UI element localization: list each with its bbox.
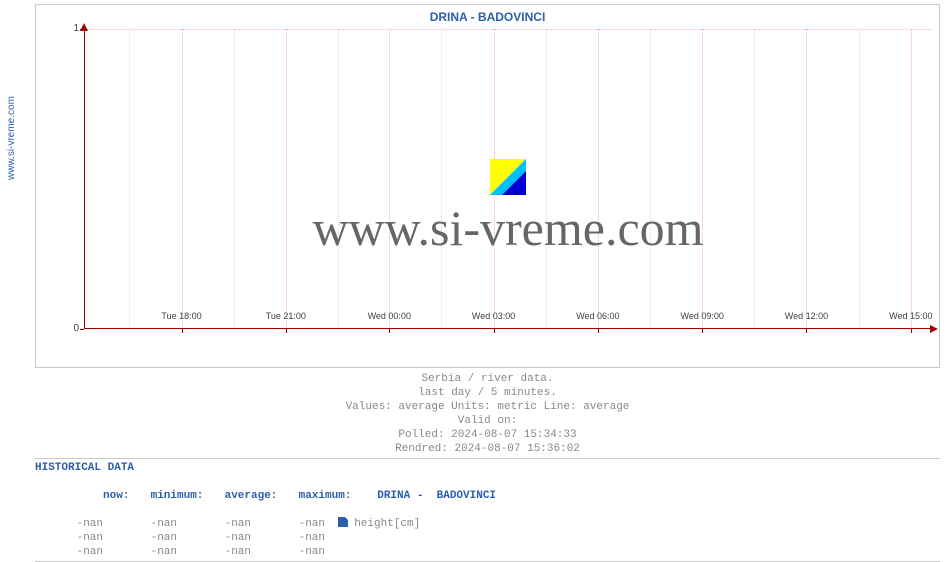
series-chip-icon: [338, 517, 348, 527]
gridline-v: [182, 29, 183, 329]
chart-title: DRINA - BADOVINCI: [36, 10, 939, 24]
gridline-v: [702, 29, 703, 329]
xtick-label: Wed 15:00: [881, 311, 941, 321]
table-row: -nan-nan-nan-nan: [35, 531, 940, 545]
gridline-v-minor: [754, 29, 755, 329]
table-row: -nan-nan-nan-nan: [35, 545, 940, 559]
xtick-label: Tue 18:00: [152, 311, 212, 321]
ytick-0: 0: [39, 323, 79, 334]
gridline-v: [806, 29, 807, 329]
param-label: height[cm]: [354, 518, 420, 530]
table-row: -nan-nan-nan-nan height[cm]: [35, 517, 940, 531]
gridline-v-minor: [650, 29, 651, 329]
meta-block: Serbia / river data. last day / 5 minute…: [35, 372, 940, 456]
chart-panel: DRINA - BADOVINCI www.si-vreme.com 1 0 T…: [35, 4, 940, 368]
xtick-label: Wed 00:00: [359, 311, 419, 321]
meta-line: last day / 5 minutes.: [35, 386, 940, 400]
gridline-v-minor: [441, 29, 442, 329]
meta-line: Values: average Units: metric Line: aver…: [35, 400, 940, 414]
xtick-label: Wed 06:00: [568, 311, 628, 321]
watermark-icon: [490, 159, 526, 195]
meta-line: Valid on:: [35, 414, 940, 428]
y-axis: [84, 29, 85, 329]
watermark-text: www.si-vreme.com: [84, 199, 932, 257]
historical-data: HISTORICAL DATA now:minimum:average:maxi…: [35, 458, 940, 562]
site-label: www.si-vreme.com: [6, 96, 17, 180]
x-axis-arrow: [930, 325, 938, 333]
historical-header: now:minimum:average:maximum: DRINA - BAD…: [35, 475, 940, 517]
xtick-label: Wed 09:00: [672, 311, 732, 321]
xtick-label: Wed 03:00: [464, 311, 524, 321]
gridline-v: [389, 29, 390, 329]
plot-area: www.si-vreme.com: [84, 29, 932, 329]
meta-line: Polled: 2024-08-07 15:34:33: [35, 428, 940, 442]
x-axis: [84, 328, 932, 329]
historical-title: HISTORICAL DATA: [35, 461, 940, 475]
gridline-v: [911, 29, 912, 329]
xtick-label: Tue 21:00: [256, 311, 316, 321]
meta-line: Serbia / river data.: [35, 372, 940, 386]
ytick-1: 1: [39, 23, 79, 34]
meta-line: Rendred: 2024-08-07 15:36:02: [35, 442, 940, 456]
gridline-v-minor: [338, 29, 339, 329]
gridline-v-minor: [859, 29, 860, 329]
gridline-v: [598, 29, 599, 329]
gridline-v-minor: [546, 29, 547, 329]
gridline-v: [286, 29, 287, 329]
gridline-v-minor: [129, 29, 130, 329]
xtick-label: Wed 12:00: [776, 311, 836, 321]
gridline-v-minor: [234, 29, 235, 329]
